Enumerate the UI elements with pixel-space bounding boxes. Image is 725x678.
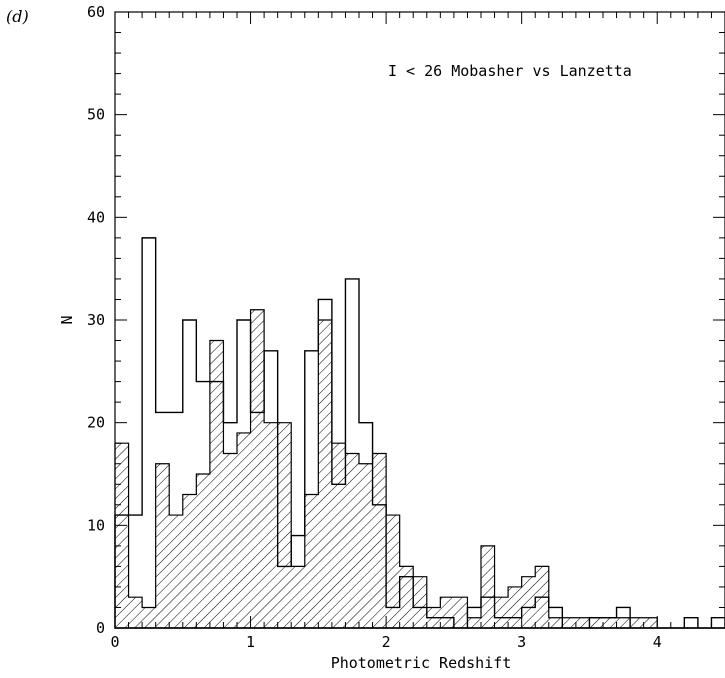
hatched-bar <box>209 340 224 628</box>
hatched-bar <box>616 617 631 628</box>
hatched-bar <box>413 576 427 628</box>
hatched-bar <box>115 443 129 628</box>
hatched-bar <box>481 545 495 628</box>
y-axis-title: N <box>58 315 76 324</box>
hatched-bar <box>603 617 617 628</box>
y-tick-label: 20 <box>87 414 105 432</box>
y-tick-label: 40 <box>87 208 105 226</box>
x-tick-label: 3 <box>517 633 526 651</box>
x-tick-label: 1 <box>246 633 255 651</box>
hatched-bar <box>548 617 563 628</box>
y-tick-label: 50 <box>87 106 105 124</box>
y-tick-label: 0 <box>96 619 105 637</box>
open-series-outline <box>114 237 725 629</box>
hatched-bar <box>372 453 387 628</box>
hatched-bar <box>386 515 400 628</box>
x-tick-label: 2 <box>382 633 391 651</box>
x-tick-label: 0 <box>110 633 119 651</box>
hatched-bar <box>508 586 522 628</box>
hatched-bar <box>345 453 359 628</box>
hatched-series-outline <box>114 309 725 629</box>
hatched-bar <box>291 566 305 628</box>
hatched-bar <box>521 576 536 628</box>
hatched-bar <box>142 607 156 628</box>
hatched-bar <box>196 474 210 628</box>
hatched-bar <box>494 597 509 628</box>
x-axis-title: Photometric Redshift <box>331 654 512 672</box>
y-tick-label: 30 <box>87 311 105 329</box>
hatched-bar <box>589 617 603 628</box>
panel-label: (d) <box>6 7 29 26</box>
hatched-bar <box>128 597 143 628</box>
x-tick-label: 4 <box>653 633 662 651</box>
hatched-bar <box>359 463 373 628</box>
hatched-bar <box>182 494 197 628</box>
y-tick-label: 60 <box>87 3 105 21</box>
hatched-bar <box>169 515 183 628</box>
hatched-bar <box>250 309 265 628</box>
hatched-bar <box>575 617 590 628</box>
hatched-bar <box>277 422 292 628</box>
hatched-bar <box>155 463 170 628</box>
hatched-bar <box>643 617 658 628</box>
hatched-bar <box>440 597 454 628</box>
hatched-bar <box>264 422 278 628</box>
chart-annotation: I < 26 Mobasher vs Lanzetta <box>388 62 632 80</box>
hatched-bar <box>318 320 332 628</box>
hatched-bar <box>237 432 251 628</box>
hatched-bar <box>562 617 576 628</box>
hatched-bar <box>304 494 319 628</box>
hatched-bar <box>630 617 644 628</box>
hatched-bar <box>331 443 346 628</box>
hatched-bar <box>223 453 237 628</box>
hatched-bar <box>399 566 414 628</box>
hatched-bar <box>467 617 481 628</box>
y-tick-label: 10 <box>87 516 105 534</box>
hatched-bar <box>453 597 468 628</box>
